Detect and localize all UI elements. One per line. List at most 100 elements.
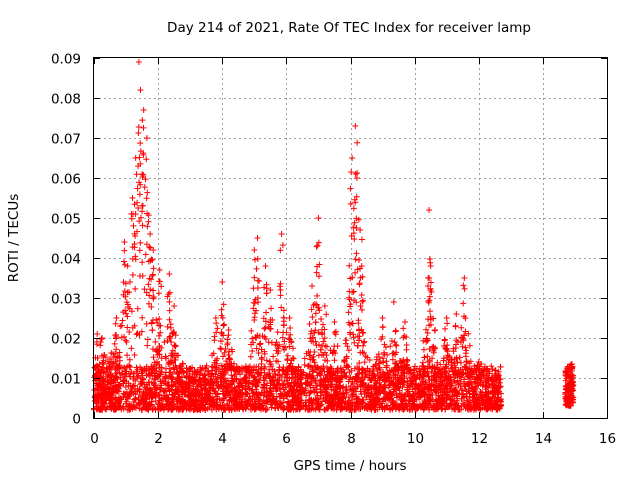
- data-point: [441, 392, 448, 399]
- data-point: [273, 394, 280, 401]
- data-point: [268, 377, 275, 384]
- data-point: [315, 215, 322, 221]
- data-point: [211, 333, 218, 340]
- data-point: [150, 287, 157, 294]
- data-point: [156, 343, 163, 350]
- data-point: [352, 385, 359, 392]
- data-point: [468, 384, 475, 391]
- data-point: [99, 352, 106, 359]
- data-point: [419, 359, 426, 366]
- data-point: [490, 376, 497, 383]
- data-point: [97, 369, 104, 376]
- data-point: [368, 377, 375, 384]
- data-point: [141, 286, 148, 293]
- y-tick-label: 0.01: [51, 372, 81, 388]
- data-point: [343, 355, 350, 362]
- data-point: [347, 331, 354, 338]
- data-point: [248, 327, 255, 334]
- data-point: [267, 382, 274, 389]
- data-point: [280, 314, 287, 321]
- data-point: [441, 386, 448, 393]
- data-point: [404, 403, 411, 410]
- data-point: [228, 372, 235, 379]
- x-tick-label: 10: [407, 431, 424, 447]
- data-point: [349, 320, 356, 327]
- data-point: [288, 374, 295, 381]
- data-point: [435, 404, 442, 411]
- data-point: [373, 386, 380, 393]
- data-point: [413, 383, 420, 390]
- data-point: [273, 358, 280, 365]
- data-point: [194, 388, 201, 395]
- data-point: [431, 365, 438, 372]
- data-point: [563, 397, 570, 404]
- data-point: [304, 375, 311, 382]
- data-point: [566, 400, 573, 407]
- data-point: [157, 368, 164, 375]
- data-point: [217, 378, 224, 385]
- data-point: [424, 365, 431, 372]
- data-point: [461, 332, 468, 339]
- data-point: [274, 342, 281, 349]
- data-point: [308, 306, 315, 313]
- data-point: [497, 396, 504, 403]
- data-point: [124, 352, 131, 359]
- data-point: [475, 359, 482, 365]
- data-point: [251, 316, 258, 323]
- data-point: [315, 329, 322, 336]
- data-point: [427, 397, 434, 404]
- data-point: [112, 387, 119, 394]
- data-point: [376, 366, 383, 373]
- data-point: [463, 390, 470, 397]
- data-point: [171, 356, 178, 363]
- data-point: [334, 395, 341, 402]
- data-point: [286, 343, 293, 350]
- data-point: [121, 288, 128, 295]
- data-point: [171, 366, 178, 373]
- data-point: [268, 404, 275, 411]
- data-point: [392, 351, 399, 358]
- data-point: [213, 379, 220, 386]
- data-point: [240, 406, 247, 413]
- data-point: [277, 390, 284, 397]
- data-point: [145, 281, 152, 288]
- data-point: [251, 256, 258, 263]
- data-point: [430, 347, 437, 354]
- data-point: [293, 366, 300, 373]
- data-point: [156, 392, 163, 399]
- data-point: [364, 402, 371, 409]
- data-point: [278, 374, 285, 381]
- data-point: [295, 363, 302, 370]
- data-point: [143, 195, 150, 202]
- data-point: [244, 400, 251, 407]
- data-point: [280, 404, 287, 411]
- data-point: [431, 372, 438, 379]
- data-point: [332, 386, 339, 393]
- data-point: [144, 336, 151, 343]
- data-point: [383, 364, 390, 371]
- data-point: [233, 396, 240, 403]
- data-point: [287, 331, 294, 338]
- data-point: [350, 205, 357, 212]
- data-point: [139, 202, 146, 209]
- data-point: [568, 379, 575, 386]
- data-point: [162, 387, 169, 394]
- data-point: [342, 373, 349, 380]
- data-point: [107, 371, 114, 378]
- data-point: [477, 379, 484, 386]
- x-tick-label: 14: [535, 431, 552, 447]
- data-point: [358, 236, 365, 243]
- data-point: [266, 374, 273, 381]
- data-point: [368, 389, 375, 396]
- data-point: [353, 406, 360, 413]
- data-point: [159, 377, 166, 384]
- data-point: [95, 387, 102, 394]
- data-point: [223, 358, 230, 365]
- data-point: [202, 375, 209, 382]
- data-point: [570, 394, 577, 401]
- data-point: [126, 362, 133, 369]
- grid: [94, 58, 607, 418]
- data-point: [340, 383, 347, 390]
- data-point: [263, 357, 270, 364]
- data-point: [318, 315, 325, 322]
